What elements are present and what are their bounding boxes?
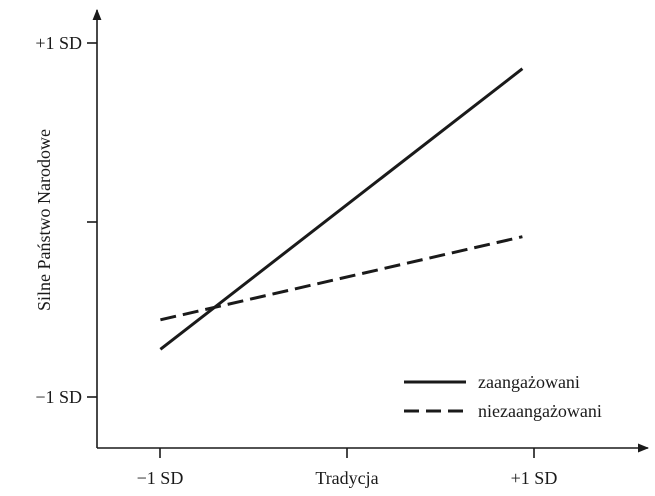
x-ticks: −1 SD +1 SD [137,448,558,488]
series-line-zaangazowani [159,67,524,351]
y-tick-label-plus: +1 SD [35,33,82,53]
y-tick-label-minus: −1 SD [35,387,82,407]
y-ticks: +1 SD −1 SD [35,33,97,407]
legend-label-zaangazowani: zaangażowani [478,372,580,392]
x-tick-label-plus: +1 SD [511,468,558,488]
series-line-niezaangazowani [160,235,523,322]
legend-label-niezaangazowani: niezaangażowani [478,401,602,421]
x-axis-title: Tradycja [315,468,378,488]
y-axis-title: Silne Państwo Narodowe [34,129,54,311]
x-tick-label-minus: −1 SD [137,468,184,488]
series-layer [159,67,524,351]
legend: zaangażowani niezaangażowani [404,372,602,421]
